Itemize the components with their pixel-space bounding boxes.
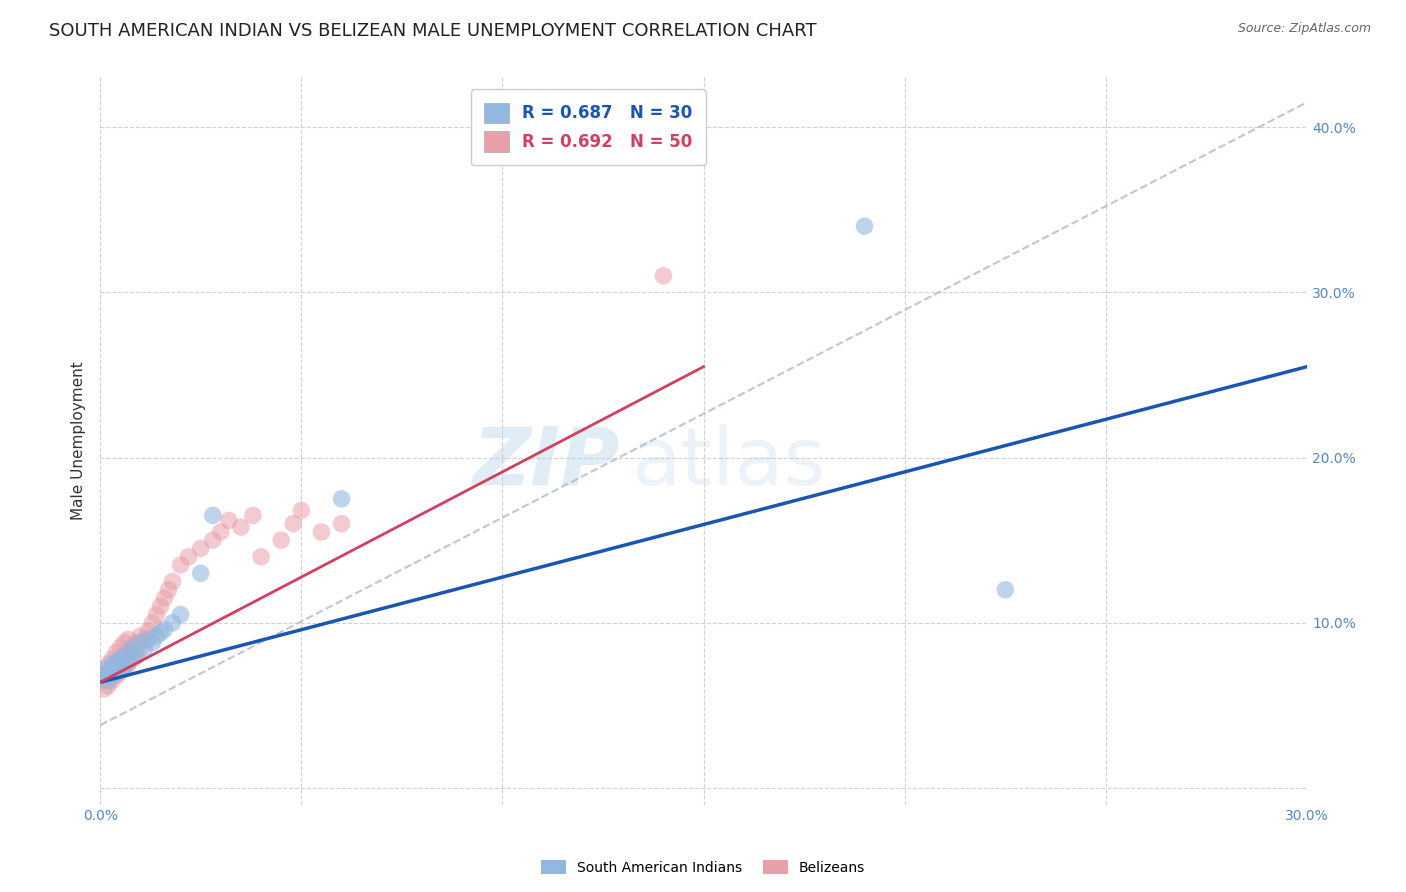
Point bbox=[162, 615, 184, 630]
Point bbox=[93, 673, 115, 688]
Point bbox=[105, 669, 128, 683]
Point bbox=[145, 629, 167, 643]
Text: SOUTH AMERICAN INDIAN VS BELIZEAN MALE UNEMPLOYMENT CORRELATION CHART: SOUTH AMERICAN INDIAN VS BELIZEAN MALE U… bbox=[49, 22, 817, 40]
Point bbox=[101, 673, 124, 688]
Point bbox=[994, 582, 1017, 597]
Point bbox=[290, 503, 312, 517]
Point bbox=[117, 646, 139, 660]
Point bbox=[149, 625, 172, 640]
Point bbox=[110, 652, 132, 666]
Point bbox=[129, 640, 152, 655]
Point bbox=[112, 662, 135, 676]
Point bbox=[101, 652, 124, 666]
Point bbox=[853, 219, 876, 234]
Point bbox=[134, 642, 156, 657]
Point bbox=[153, 623, 176, 637]
Point bbox=[112, 635, 135, 649]
Point bbox=[311, 524, 333, 539]
Point bbox=[229, 520, 252, 534]
Point bbox=[93, 662, 115, 676]
Point bbox=[101, 662, 124, 676]
Point bbox=[93, 669, 115, 683]
Point bbox=[149, 599, 172, 614]
Point bbox=[110, 665, 132, 680]
Point bbox=[134, 632, 156, 647]
Point bbox=[97, 657, 120, 672]
Point bbox=[283, 516, 305, 531]
Legend: South American Indians, Belizeans: South American Indians, Belizeans bbox=[536, 855, 870, 880]
Point bbox=[117, 656, 139, 670]
Point bbox=[93, 669, 115, 683]
Point bbox=[190, 541, 212, 556]
Point bbox=[209, 524, 232, 539]
Point bbox=[177, 549, 200, 564]
Y-axis label: Male Unemployment: Male Unemployment bbox=[72, 361, 86, 520]
Point bbox=[129, 629, 152, 643]
Point bbox=[330, 516, 353, 531]
Point bbox=[105, 656, 128, 670]
Point bbox=[157, 582, 180, 597]
Point bbox=[201, 508, 224, 523]
Text: atlas: atlas bbox=[631, 424, 825, 502]
Point bbox=[110, 662, 132, 676]
Point bbox=[97, 665, 120, 680]
Point bbox=[652, 268, 675, 283]
Point bbox=[141, 615, 163, 630]
Point bbox=[138, 624, 160, 638]
Point bbox=[97, 665, 120, 680]
Point bbox=[112, 648, 135, 663]
Point bbox=[101, 657, 124, 672]
Point bbox=[218, 513, 240, 527]
Point bbox=[125, 648, 148, 663]
Point bbox=[242, 508, 264, 523]
Point bbox=[250, 549, 273, 564]
Point bbox=[169, 607, 191, 622]
Text: Source: ZipAtlas.com: Source: ZipAtlas.com bbox=[1237, 22, 1371, 36]
Point bbox=[121, 640, 143, 655]
Legend: R = 0.687   N = 30, R = 0.692   N = 50: R = 0.687 N = 30, R = 0.692 N = 50 bbox=[471, 89, 706, 165]
Point bbox=[110, 640, 132, 655]
Point bbox=[121, 652, 143, 666]
Point bbox=[121, 646, 143, 660]
Point bbox=[162, 574, 184, 589]
Point bbox=[117, 632, 139, 647]
Point bbox=[145, 607, 167, 622]
Point bbox=[117, 657, 139, 672]
Point bbox=[169, 558, 191, 572]
Point bbox=[112, 658, 135, 673]
Point bbox=[190, 566, 212, 581]
Point bbox=[121, 640, 143, 655]
Point bbox=[101, 669, 124, 683]
Point bbox=[125, 635, 148, 649]
Point bbox=[105, 665, 128, 680]
Point bbox=[97, 679, 120, 693]
Point bbox=[105, 657, 128, 672]
Point bbox=[330, 491, 353, 506]
Point bbox=[112, 648, 135, 663]
Text: ZIP: ZIP bbox=[472, 424, 619, 502]
Point bbox=[105, 646, 128, 660]
Point bbox=[93, 681, 115, 696]
Point bbox=[153, 591, 176, 605]
Point bbox=[270, 533, 292, 548]
Point bbox=[141, 635, 163, 649]
Point bbox=[129, 635, 152, 649]
Point bbox=[138, 632, 160, 647]
Point bbox=[125, 646, 148, 660]
Point bbox=[201, 533, 224, 548]
Point bbox=[110, 652, 132, 666]
Point bbox=[97, 673, 120, 688]
